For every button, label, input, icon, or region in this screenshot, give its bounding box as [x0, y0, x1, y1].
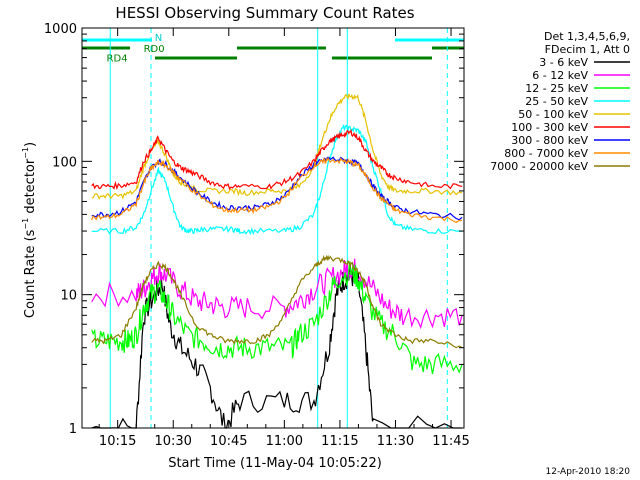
chart-title: HESSI Observing Summary Count Rates	[115, 4, 414, 22]
y-tick-label-3: 1000	[44, 22, 77, 37]
x-tick-label-0: 10:15	[99, 434, 136, 449]
x-axis-label: Start Time (11-May-04 10:05:22)	[168, 456, 382, 471]
legend-label-7: 800 - 7000 keV	[504, 147, 588, 160]
legend-label-0: 3 - 6 keV	[539, 56, 588, 69]
x-tick-label-4: 11:15	[321, 434, 358, 449]
axes: 10:15 10:30 10:45 11:00 11:15 11:30 11:45 1 10 10…	[44, 22, 470, 449]
series-line-7	[91, 156, 463, 224]
y-tick-label-2: 100	[52, 155, 77, 170]
annotation-2: RD4	[107, 54, 128, 65]
annotation-0: N	[155, 33, 162, 44]
legend-label-2: 12 - 25 keV	[525, 82, 588, 95]
x-tick-label-3: 11:00	[266, 434, 303, 449]
series-line-5	[91, 128, 463, 191]
y-axis-label: Count Rate (s−1 detector−1)	[21, 142, 38, 318]
x-tick-label-6: 11:45	[432, 434, 469, 449]
annotation-1: RD0	[144, 44, 165, 55]
series-line-8	[91, 254, 463, 349]
footer-timestamp: 12-Apr-2010 18:20	[546, 467, 631, 477]
y-tick-label-1: 10	[60, 289, 77, 304]
legend-label-8: 7000 - 20000 keV	[490, 160, 588, 173]
legend-label-3: 25 - 50 keV	[525, 95, 588, 108]
legend-label-4: 50 - 100 keV	[518, 108, 588, 121]
legend-label-5: 100 - 300 keV	[511, 121, 588, 134]
legend-label-6: 300 - 800 keV	[511, 134, 588, 147]
legend-header-1: FDecim 1, Att 0	[545, 43, 630, 56]
x-tick-label-2: 10:45	[210, 434, 247, 449]
legend-header-0: Det 1,3,4,5,6,9,	[544, 30, 630, 43]
series-line-6	[91, 156, 463, 221]
series-line-3	[91, 124, 463, 236]
x-tick-label-1: 10:30	[154, 434, 191, 449]
series-line-2	[91, 261, 463, 375]
y-tick-label-0: 1	[69, 422, 77, 437]
series-line-1	[91, 258, 463, 330]
legend: Det 1,3,4,5,6,9,FDecim 1, Att 03 - 6 keV…	[490, 30, 630, 173]
legend-label-1: 6 - 12 keV	[532, 69, 588, 82]
x-tick-label-5: 11:30	[377, 434, 414, 449]
plot-frame	[81, 27, 465, 429]
